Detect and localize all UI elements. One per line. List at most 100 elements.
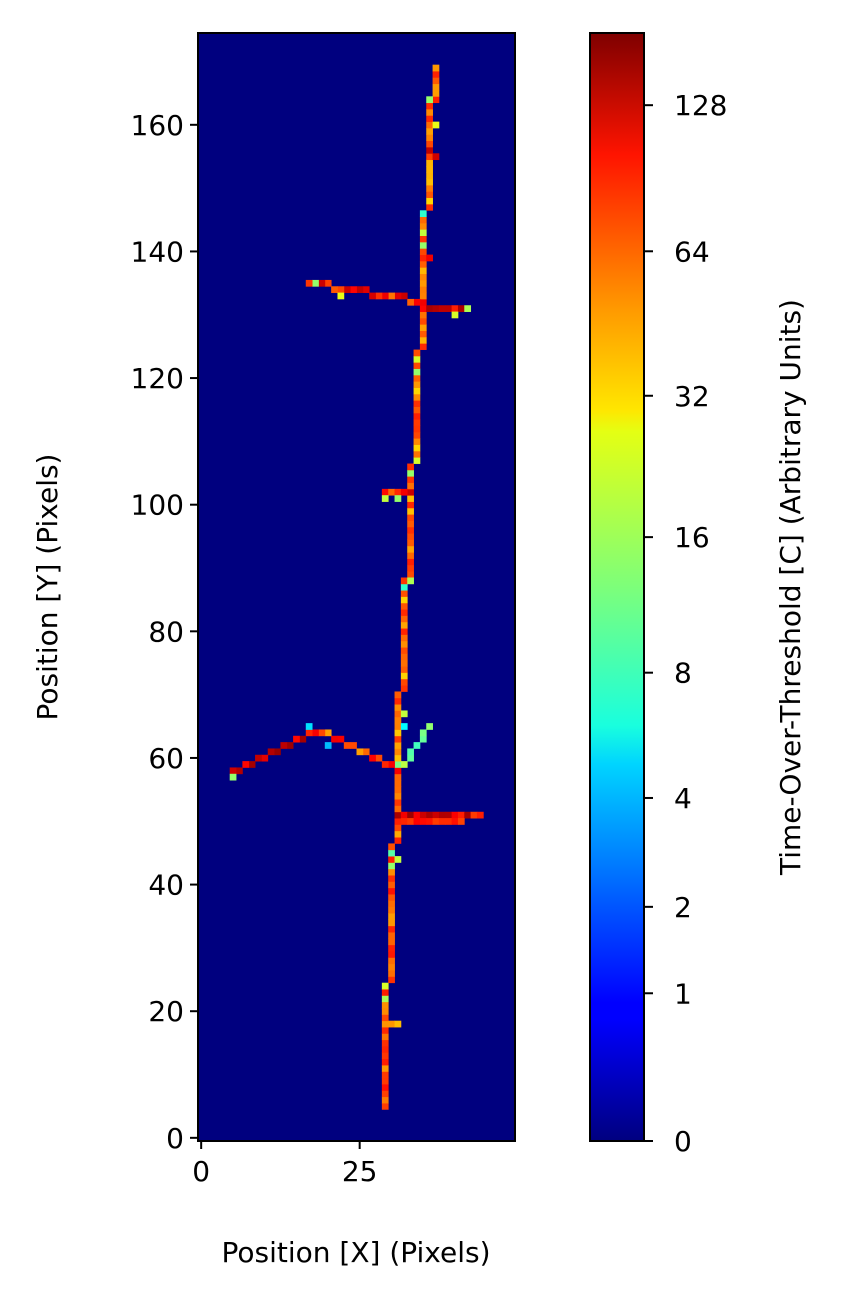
heatmap-cell bbox=[400, 609, 408, 616]
heatmap-cell bbox=[413, 355, 421, 363]
heatmap-cell bbox=[476, 811, 484, 819]
colorbar-tick-label: 2 bbox=[674, 891, 692, 924]
heatmap-cell bbox=[432, 96, 440, 104]
heatmap-cells bbox=[229, 64, 484, 1110]
heatmap-cell bbox=[407, 463, 414, 471]
y-tick-label: 40 bbox=[148, 869, 184, 902]
heatmap-cell bbox=[388, 887, 395, 895]
heatmap-cell bbox=[394, 710, 402, 718]
heatmap-cell bbox=[407, 514, 414, 521]
heatmap-cell bbox=[394, 292, 402, 300]
heatmap-cell bbox=[388, 868, 395, 876]
heatmap-cell bbox=[394, 761, 402, 768]
heatmap-cell bbox=[419, 235, 427, 243]
heatmap-cell bbox=[229, 767, 237, 775]
heatmap-cell bbox=[388, 881, 395, 889]
heatmap-cell bbox=[388, 292, 395, 300]
heatmap-cell bbox=[394, 495, 402, 502]
heatmap-cell bbox=[400, 583, 408, 591]
heatmap-cell bbox=[419, 292, 427, 300]
y-tick-label: 20 bbox=[148, 995, 184, 1028]
heatmap-cell bbox=[407, 298, 414, 306]
heatmap-cell bbox=[400, 685, 408, 692]
heatmap-cell bbox=[381, 1033, 389, 1041]
heatmap-cell bbox=[388, 761, 395, 768]
heatmap-cell bbox=[394, 748, 402, 756]
heatmap-cell bbox=[394, 691, 402, 699]
heatmap-cell bbox=[318, 279, 326, 287]
heatmap-cell bbox=[419, 241, 427, 249]
heatmap-cell bbox=[419, 286, 427, 293]
heatmap-cell bbox=[324, 279, 332, 287]
heatmap-cell bbox=[394, 786, 402, 794]
heatmap-cell bbox=[451, 811, 459, 819]
heatmap-cell bbox=[381, 1020, 389, 1028]
heatmap-cell bbox=[445, 811, 452, 819]
heatmap-cell bbox=[381, 1039, 389, 1047]
heatmap-cell bbox=[388, 488, 395, 496]
heatmap-cell bbox=[426, 108, 433, 116]
heatmap-cell bbox=[388, 957, 395, 965]
heatmap-cell bbox=[419, 229, 427, 236]
heatmap-cell bbox=[426, 127, 433, 135]
heatmap-cell bbox=[413, 457, 421, 464]
heatmap-cell bbox=[413, 431, 421, 439]
heatmap-cell bbox=[400, 653, 408, 661]
heatmap-cell bbox=[407, 748, 414, 756]
heatmap-cell bbox=[394, 488, 402, 496]
heatmap-cell bbox=[426, 121, 433, 129]
heatmap-cell bbox=[324, 729, 332, 737]
heatmap-cell bbox=[419, 818, 427, 825]
heatmap-cell bbox=[400, 710, 408, 718]
heatmap-cell bbox=[394, 697, 402, 705]
y-axis-label: Position [Y] (Pixels) bbox=[31, 454, 64, 721]
heatmap-cell bbox=[381, 488, 389, 496]
heatmap-cell bbox=[407, 501, 414, 509]
heatmap-cell bbox=[362, 748, 370, 756]
heatmap-cell bbox=[394, 780, 402, 787]
heatmap-cell bbox=[407, 526, 414, 534]
heatmap-cell bbox=[381, 1046, 389, 1053]
heatmap-cell bbox=[394, 799, 402, 806]
heatmap-cell bbox=[419, 273, 427, 281]
y-tick-label: 120 bbox=[131, 362, 184, 395]
heatmap-cell bbox=[248, 761, 256, 768]
heatmap-cell bbox=[413, 368, 421, 376]
heatmap-cell bbox=[388, 944, 395, 952]
heatmap-cell bbox=[381, 1096, 389, 1104]
heatmap-cell bbox=[413, 406, 421, 414]
heatmap-cell bbox=[432, 64, 440, 72]
heatmap-cell bbox=[242, 761, 250, 768]
heatmap-cell bbox=[432, 818, 440, 825]
heatmap-cell bbox=[343, 742, 351, 749]
heatmap-cell bbox=[388, 919, 395, 927]
heatmap-cell bbox=[381, 1103, 389, 1110]
heatmap-cell bbox=[400, 488, 408, 496]
heatmap-cell bbox=[407, 469, 414, 477]
heatmap-cell bbox=[375, 754, 383, 762]
heatmap-cell bbox=[451, 818, 459, 825]
heatmap-cell bbox=[438, 305, 446, 312]
heatmap-cell bbox=[381, 1027, 389, 1034]
heatmap-cell bbox=[400, 292, 408, 300]
heatmap-cell bbox=[419, 254, 427, 262]
heatmap-cell bbox=[381, 292, 389, 300]
heatmap-cell bbox=[457, 811, 465, 819]
heatmap-cell bbox=[394, 792, 402, 800]
heatmap-cell bbox=[432, 153, 440, 161]
heatmap-cell bbox=[419, 305, 427, 312]
heatmap-cell bbox=[432, 121, 440, 129]
heatmap-cell bbox=[312, 279, 319, 287]
heatmap-cell bbox=[388, 1020, 395, 1028]
heatmap-cell bbox=[407, 571, 414, 578]
heatmap-cell bbox=[388, 976, 395, 984]
heatmap-cell bbox=[381, 1065, 389, 1072]
heatmap-cell bbox=[419, 216, 427, 224]
heatmap-cell bbox=[280, 742, 288, 749]
heatmap-cell bbox=[407, 476, 414, 483]
heatmap-cell bbox=[400, 647, 408, 654]
heatmap-cell bbox=[388, 963, 395, 971]
heatmap-cell bbox=[400, 596, 408, 604]
heatmap-cell bbox=[407, 495, 414, 502]
